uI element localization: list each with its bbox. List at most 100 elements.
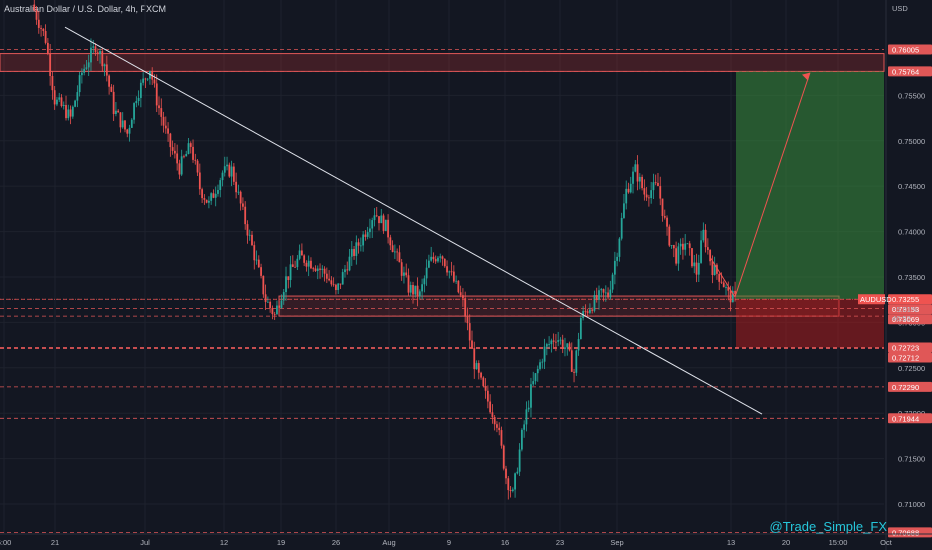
- candle-body: [262, 275, 265, 295]
- candle-body: [668, 226, 671, 246]
- candle-body: [126, 129, 129, 134]
- candle-body: [441, 256, 444, 259]
- candle-body: [716, 264, 718, 274]
- projection-line-down: [709, 256, 736, 298]
- candle-body: [278, 305, 281, 308]
- candle-body: [684, 243, 687, 250]
- candle-body: [121, 120, 124, 128]
- candle-body: [530, 384, 532, 408]
- candle-body: [618, 238, 621, 257]
- candle-body: [269, 301, 272, 308]
- candle-body: [539, 362, 541, 369]
- candle-body: [362, 234, 365, 246]
- candle-body: [620, 217, 623, 239]
- candle-body: [636, 164, 639, 182]
- candle-body: [598, 290, 600, 300]
- candle-body: [137, 97, 140, 102]
- candle-body: [226, 164, 228, 167]
- candle-body: [300, 250, 303, 256]
- y-tick-label: 0.75500: [898, 91, 925, 100]
- candle-body: [242, 203, 244, 207]
- candle-body: [393, 251, 396, 253]
- candle-body: [280, 300, 283, 308]
- candle-body: [625, 188, 628, 204]
- candle-body: [509, 490, 512, 491]
- candle-body: [176, 153, 179, 164]
- candle-body: [185, 153, 188, 157]
- candle-body: [507, 478, 510, 491]
- candle-body: [164, 125, 167, 129]
- candle-body: [135, 101, 138, 104]
- candle-body: [693, 262, 696, 267]
- candle-body: [369, 228, 371, 233]
- price-label-badge: [888, 44, 932, 55]
- candle-body: [697, 262, 700, 275]
- candle-body: [65, 105, 67, 119]
- candle-body: [319, 268, 321, 270]
- candle-body: [652, 182, 655, 191]
- candle-body: [101, 51, 104, 67]
- price-label-badge: [888, 352, 932, 363]
- x-tick-label: 16: [501, 538, 509, 547]
- profit-zone: [736, 71, 884, 300]
- candle-body: [534, 373, 537, 382]
- candle-body: [344, 269, 346, 273]
- candle-body: [285, 276, 287, 293]
- candle-body: [62, 105, 65, 107]
- candle-body: [482, 377, 485, 387]
- x-tick-label: 15:00: [829, 538, 848, 547]
- candle-body: [303, 255, 306, 263]
- candle-body: [654, 182, 657, 184]
- candle-body: [638, 176, 641, 182]
- candle-body: [244, 206, 247, 225]
- candle-body: [49, 53, 52, 77]
- candle-body: [382, 215, 385, 231]
- price-label-text: 0.73153: [892, 305, 919, 314]
- chart-title: Australian Dollar / U.S. Dollar, 4h, FXC…: [4, 4, 167, 14]
- candle-body: [627, 188, 630, 193]
- candle-body: [496, 424, 498, 428]
- candle-body: [282, 292, 285, 301]
- x-tick-label: 12: [220, 538, 228, 547]
- candle-body: [228, 164, 231, 177]
- candle-body: [230, 166, 233, 177]
- watermark: @Trade_Simple_FX: [769, 519, 887, 534]
- candle-body: [727, 287, 730, 291]
- candle-body: [251, 234, 253, 246]
- price-label-badge: [888, 527, 932, 538]
- candle-body: [201, 189, 203, 199]
- projection-arrowhead: [802, 72, 810, 81]
- candle-body: [421, 284, 423, 292]
- x-tick-label: 20: [782, 538, 790, 547]
- x-tick-label: Jul: [140, 538, 150, 547]
- candle-body: [430, 256, 433, 261]
- candle-body: [221, 172, 224, 181]
- candle-body: [142, 78, 145, 83]
- candle-body: [480, 372, 482, 378]
- candle-body: [103, 64, 106, 67]
- candle-body: [552, 340, 555, 342]
- y-tick-label: 0.75000: [898, 137, 925, 146]
- candle-body: [400, 262, 403, 276]
- candle-body: [198, 172, 201, 190]
- candle-body: [139, 82, 142, 98]
- candle-body: [682, 243, 684, 250]
- price-label-text: 0.70688: [892, 528, 919, 537]
- candle-body: [332, 284, 335, 286]
- candle-body: [153, 79, 156, 84]
- currency-label: USD: [892, 4, 908, 13]
- candle-body: [568, 343, 571, 351]
- candle-body: [58, 97, 61, 100]
- candle-body: [90, 47, 92, 63]
- candle-body: [119, 112, 122, 128]
- candle-body: [246, 224, 249, 236]
- candle-body: [647, 197, 650, 199]
- candle-body: [364, 234, 367, 237]
- candle-body: [459, 292, 462, 296]
- candle-body: [53, 90, 56, 105]
- candle-body: [78, 75, 81, 93]
- candle-body: [155, 83, 158, 106]
- candle-body: [359, 245, 362, 247]
- candle-body: [466, 316, 469, 324]
